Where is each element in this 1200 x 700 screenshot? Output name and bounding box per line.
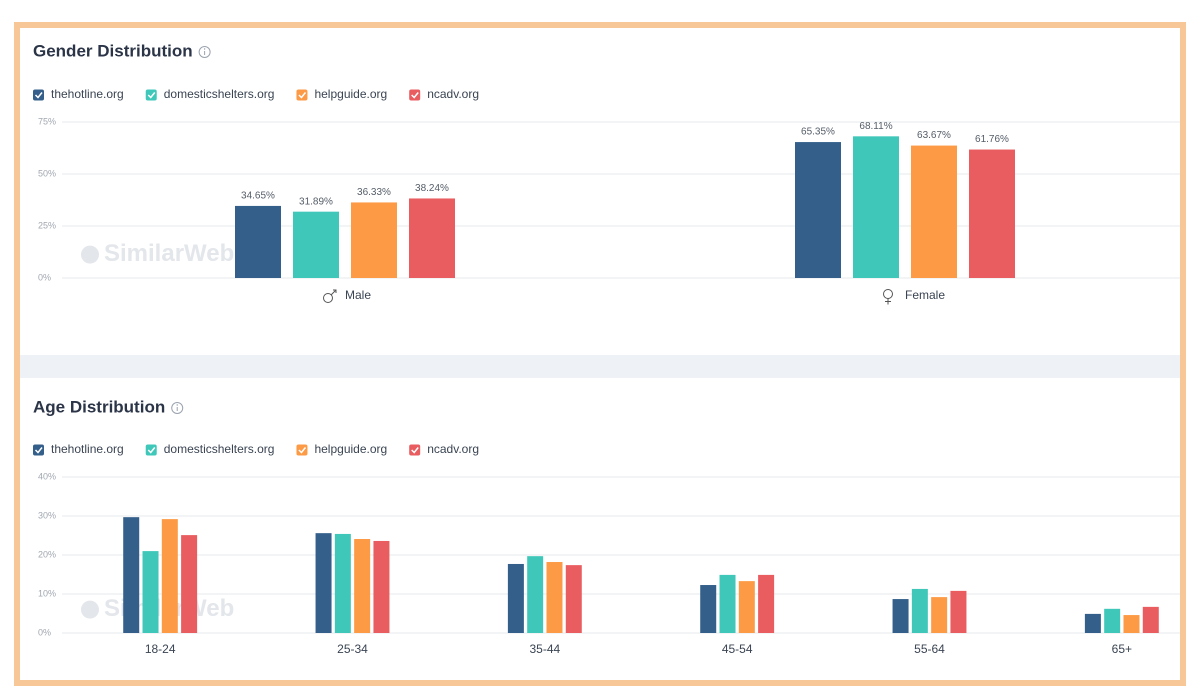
bar — [161, 519, 178, 633]
value-label: 65.35% — [801, 127, 835, 138]
value-label: 31.89% — [299, 196, 333, 207]
legend-check — [411, 447, 419, 454]
legend-checkbox[interactable] — [145, 89, 157, 101]
y-tick-label: 25% — [38, 220, 56, 230]
x-tick-label: 65+ — [1112, 642, 1132, 656]
age-card — [20, 378, 1180, 680]
section-title: Gender Distribution — [33, 41, 193, 60]
info-icon-dot — [203, 48, 206, 50]
bar — [911, 145, 957, 278]
bar — [123, 517, 140, 633]
legend-check — [34, 447, 43, 454]
bar — [1084, 613, 1101, 633]
bar — [142, 551, 159, 633]
watermark-logo — [81, 600, 99, 619]
legend-checkbox[interactable] — [33, 444, 44, 456]
bar — [719, 574, 736, 633]
legend-label[interactable]: thehotline.org — [51, 87, 124, 101]
legend-label[interactable]: ncadv.org — [427, 442, 479, 456]
bar — [507, 563, 524, 633]
female-icon-cross — [885, 298, 891, 305]
bar — [334, 533, 351, 633]
bar — [738, 581, 755, 633]
x-tick-label: 25-34 — [337, 642, 368, 656]
bar — [527, 556, 544, 633]
value-label: 36.33% — [357, 187, 391, 198]
legend-checkbox[interactable] — [296, 444, 308, 456]
legend-label[interactable]: thehotline.org — [51, 442, 124, 456]
y-tick-label: 30% — [38, 510, 56, 520]
bar — [969, 149, 1015, 278]
bar — [931, 597, 948, 633]
frame — [14, 22, 1186, 686]
bar — [950, 590, 967, 633]
legend-checkbox[interactable] — [145, 444, 157, 456]
bar — [1142, 606, 1159, 633]
bar — [181, 535, 198, 633]
section-title: Age Distribution — [33, 397, 165, 416]
bar — [853, 136, 899, 278]
legend-checkbox[interactable] — [296, 89, 308, 101]
watermark: SimilarWeb — [104, 240, 234, 267]
x-tick-label: Male — [345, 288, 371, 302]
bar — [911, 588, 928, 633]
bar — [235, 205, 281, 278]
info-icon[interactable] — [198, 46, 211, 58]
legend-label[interactable]: helpguide.org — [314, 442, 387, 456]
legend-check — [298, 447, 307, 454]
bar — [409, 198, 455, 278]
bar — [293, 211, 339, 278]
legend-label[interactable]: ncadv.org — [427, 87, 479, 101]
bar — [351, 202, 397, 278]
legend-checkbox[interactable] — [409, 444, 421, 456]
x-tick-label: 18-24 — [145, 642, 176, 656]
bar — [565, 565, 582, 633]
value-label: 63.67% — [917, 130, 951, 141]
y-tick-label: 40% — [38, 471, 56, 481]
value-label: 38.24% — [415, 183, 449, 194]
male-icon-arrow — [330, 289, 337, 296]
bar — [892, 599, 909, 633]
y-tick-label: 20% — [38, 549, 56, 559]
y-tick-label: 0% — [38, 272, 51, 282]
legend-label[interactable]: domesticshelters.org — [164, 87, 275, 101]
bar — [373, 540, 390, 633]
legend-label[interactable]: domesticshelters.org — [164, 442, 275, 456]
legend-label[interactable]: helpguide.org — [314, 87, 387, 101]
bar — [758, 574, 775, 633]
y-tick-label: 10% — [38, 588, 56, 598]
x-tick-label: 45-54 — [722, 642, 753, 656]
legend-check — [147, 92, 156, 99]
bar — [354, 539, 371, 633]
bar — [315, 533, 332, 633]
legend-checkbox[interactable] — [33, 89, 44, 101]
bar — [700, 585, 717, 633]
y-tick-label: 0% — [38, 627, 51, 637]
bar — [795, 142, 841, 278]
legend-check — [298, 92, 307, 99]
x-tick-label: Female — [905, 288, 945, 302]
bar — [1123, 615, 1140, 633]
bar — [546, 562, 563, 633]
legend-check — [34, 92, 43, 99]
legend-check — [147, 447, 156, 454]
x-tick-label: 35-44 — [529, 642, 560, 656]
value-label: 34.65% — [241, 191, 275, 202]
y-tick-label: 50% — [38, 168, 56, 178]
card-gap — [20, 355, 1180, 378]
info-icon-dot — [176, 404, 178, 406]
value-label: 68.11% — [859, 121, 892, 132]
watermark-logo — [81, 245, 99, 264]
male-icon — [323, 293, 333, 303]
legend-check — [411, 92, 419, 99]
y-tick-label: 75% — [38, 116, 56, 126]
value-label: 61.76% — [975, 134, 1009, 145]
info-icon[interactable] — [171, 402, 184, 414]
bar — [1104, 608, 1121, 633]
legend-checkbox[interactable] — [409, 89, 421, 101]
x-tick-label: 55-64 — [914, 642, 945, 656]
